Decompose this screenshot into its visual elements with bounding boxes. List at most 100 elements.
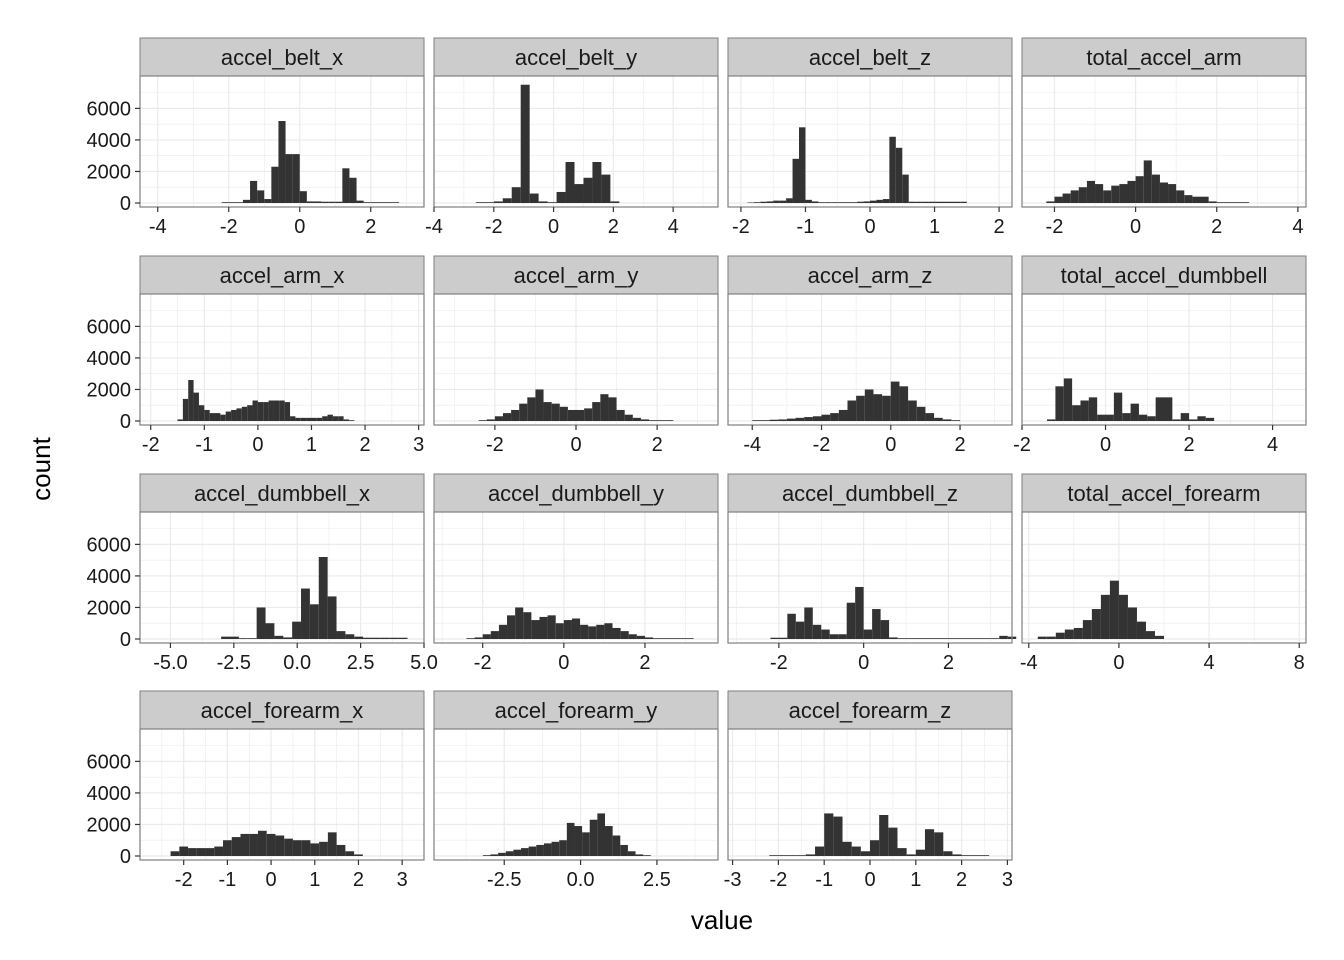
histogram-bar xyxy=(1072,405,1081,421)
facet-panel: accel_forearm_z -3 -2 -1 0 1 2 3 xyxy=(724,690,1013,891)
histogram-bar xyxy=(228,202,236,203)
histogram-bar xyxy=(951,420,961,421)
histogram-bar xyxy=(247,638,257,639)
histogram-bar xyxy=(520,84,530,203)
x-tick-label: 2 xyxy=(359,434,370,456)
histogram-bars xyxy=(1037,580,1164,639)
histogram-bar xyxy=(870,200,877,203)
x-tick-label: 0 xyxy=(1113,652,1124,674)
histogram-bar xyxy=(225,411,232,421)
panel-border xyxy=(139,75,425,208)
histogram-bar xyxy=(778,637,788,639)
histogram-bars xyxy=(466,607,694,639)
histogram-bar xyxy=(354,636,364,639)
histogram-bar xyxy=(332,416,339,421)
panel-border xyxy=(139,293,425,426)
histogram-bar xyxy=(837,202,845,203)
histogram-bar xyxy=(257,402,264,421)
histogram-bar xyxy=(266,833,276,856)
histogram-bar xyxy=(610,201,620,203)
histogram-bar xyxy=(196,848,206,856)
gridlines xyxy=(140,294,424,425)
y-tick-label: 0 xyxy=(120,193,131,215)
histogram-bar xyxy=(1082,620,1092,639)
histogram-bar xyxy=(953,201,961,203)
panel-border xyxy=(1021,75,1307,208)
histogram-bar xyxy=(235,202,243,203)
histogram-bar xyxy=(922,638,932,639)
histogram-bar xyxy=(1062,193,1071,203)
histogram-bar xyxy=(1224,202,1233,203)
histogram-bar xyxy=(1097,414,1106,421)
histogram-bar xyxy=(275,835,285,856)
histogram-bar xyxy=(882,199,890,203)
histogram-bar xyxy=(230,636,239,639)
histogram-bar xyxy=(960,201,967,203)
histogram-bar xyxy=(584,408,593,421)
histogram-bar xyxy=(502,413,512,421)
histogram-bar xyxy=(247,405,253,421)
histogram-bars xyxy=(482,813,651,856)
histogram-bars xyxy=(170,830,363,856)
x-tick-label: -4 xyxy=(425,216,443,238)
histogram-bar xyxy=(507,615,516,639)
histogram-bar xyxy=(343,419,349,421)
facet-panel: accel_arm_x -2 -1 0 1 2 3 0 2000 4000 6000 xyxy=(87,255,425,456)
histogram-bar xyxy=(632,417,641,421)
histogram-bar xyxy=(271,166,279,203)
facet-title: total_accel_dumbbell xyxy=(1061,263,1268,288)
histogram-bar xyxy=(309,604,319,639)
y-axis-title: count xyxy=(26,436,56,500)
histogram-bar xyxy=(188,848,197,856)
histogram-bar xyxy=(336,844,346,856)
histogram-bar xyxy=(221,636,231,639)
x-tick-label: -2 xyxy=(769,869,787,891)
histogram-bar xyxy=(345,851,355,856)
histogram-bar xyxy=(306,417,312,421)
facet-panel: accel_arm_z -4 -2 0 2 xyxy=(727,255,1013,456)
histogram-bar xyxy=(844,202,851,203)
histogram-bar xyxy=(864,389,874,421)
histogram-bar xyxy=(1197,416,1206,421)
y-tick-label: 0 xyxy=(120,629,131,651)
histogram-bar xyxy=(1216,202,1225,203)
histogram-bar xyxy=(539,616,548,639)
histogram-bar xyxy=(851,846,861,856)
x-tick-label: -2.5 xyxy=(217,652,251,674)
x-tick-label: 3 xyxy=(397,869,408,891)
histogram-bar xyxy=(779,200,787,203)
panel-border xyxy=(139,728,425,861)
histogram-bar xyxy=(899,386,909,421)
facet-strip xyxy=(433,37,719,77)
x-tick-label: 2.5 xyxy=(347,652,375,674)
panels-layer: accel_belt_x-4 -2 0 20200040006000accel_bel… xyxy=(87,37,1307,891)
y-tick-label: 2000 xyxy=(87,814,132,836)
histogram-bar xyxy=(965,638,974,639)
y-tick-label: 6000 xyxy=(87,751,132,773)
x-tick-label: 0 xyxy=(266,869,277,891)
facet-strip xyxy=(727,255,1013,295)
histogram-bars xyxy=(221,121,400,203)
histogram-bar xyxy=(1136,621,1146,639)
histogram-bars xyxy=(478,389,674,421)
histogram-bar xyxy=(170,851,180,856)
histogram-bar xyxy=(285,154,293,203)
histogram-bar xyxy=(612,627,621,639)
histogram-bar xyxy=(880,620,890,639)
histogram-bar xyxy=(665,420,674,421)
histogram-bar xyxy=(363,637,373,639)
gridlines xyxy=(434,294,718,425)
histogram-bar xyxy=(842,841,852,856)
histogram-bar xyxy=(856,395,865,421)
x-tick-label: -2 xyxy=(1046,216,1064,238)
x-tick-label: -4 xyxy=(1020,652,1038,674)
histogram-bar xyxy=(214,846,224,856)
x-tick-label: 0 xyxy=(1100,434,1111,456)
histogram-bar xyxy=(283,637,293,639)
histogram-bar xyxy=(220,414,226,421)
histogram-bar xyxy=(486,419,495,421)
histogram-bars xyxy=(770,586,1017,639)
histogram-bar xyxy=(941,201,948,203)
histogram-bar xyxy=(948,638,957,639)
y-tick-label: 4000 xyxy=(87,348,132,370)
